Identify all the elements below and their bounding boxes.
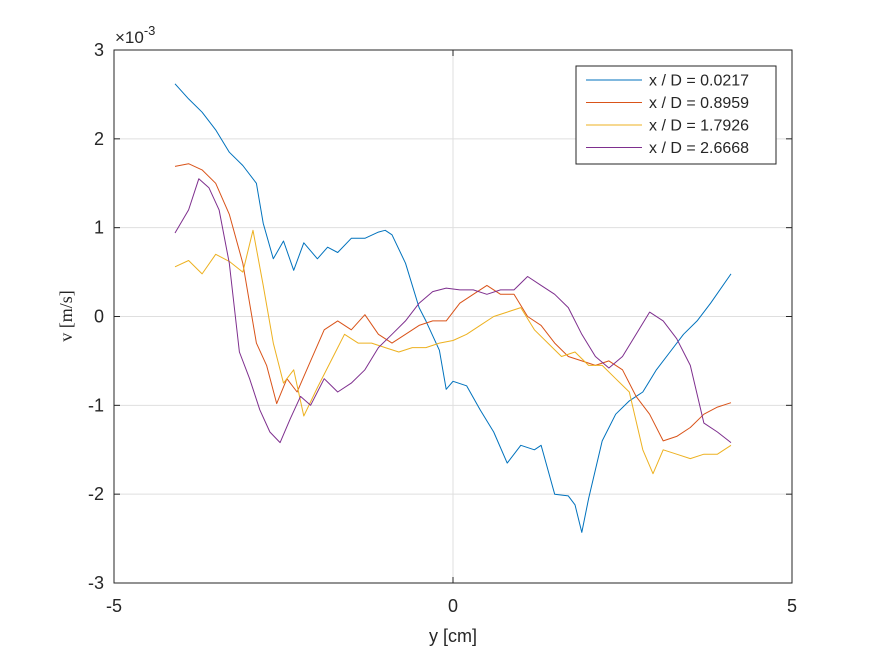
y-tick-label: 0 [94,307,104,327]
x-axis-label: y [cm] [429,626,477,646]
legend-label-4: x / D = 2.6668 [649,140,749,157]
series-layer [174,83,732,533]
y-tick-label: 2 [94,129,104,149]
y-tick-label: -1 [88,395,104,415]
legend-label-1: x / D = 0.0217 [649,73,749,90]
y-exponent-base: ×10 [115,28,144,47]
y-tick-label: 1 [94,218,104,238]
y-tick-label: -2 [88,484,104,504]
y-tick-label: -3 [88,573,104,593]
y-tick-label: 3 [94,40,104,60]
y-exponent-label: ×10-3 [115,23,155,47]
x-tick-label: -5 [106,596,122,616]
series-line-1 [174,83,732,533]
x-tick-label: 5 [787,596,797,616]
series-line-2 [174,163,732,442]
y-axis-label: v [m/s] [56,290,76,342]
y-exponent-value: -3 [144,23,156,38]
x-tick-label: 0 [448,596,458,616]
legend: x / D = 0.0217 x / D = 0.8959 x / D = 1.79… [575,65,777,165]
axis-ticks: -5 0 5 -3 -2 -1 0 1 2 3 [88,40,797,616]
series-line-3 [174,229,732,475]
series-line-4 [174,178,732,444]
legend-label-2: x / D = 0.8959 [649,95,749,112]
legend-label-3: x / D = 1.7926 [649,118,749,135]
